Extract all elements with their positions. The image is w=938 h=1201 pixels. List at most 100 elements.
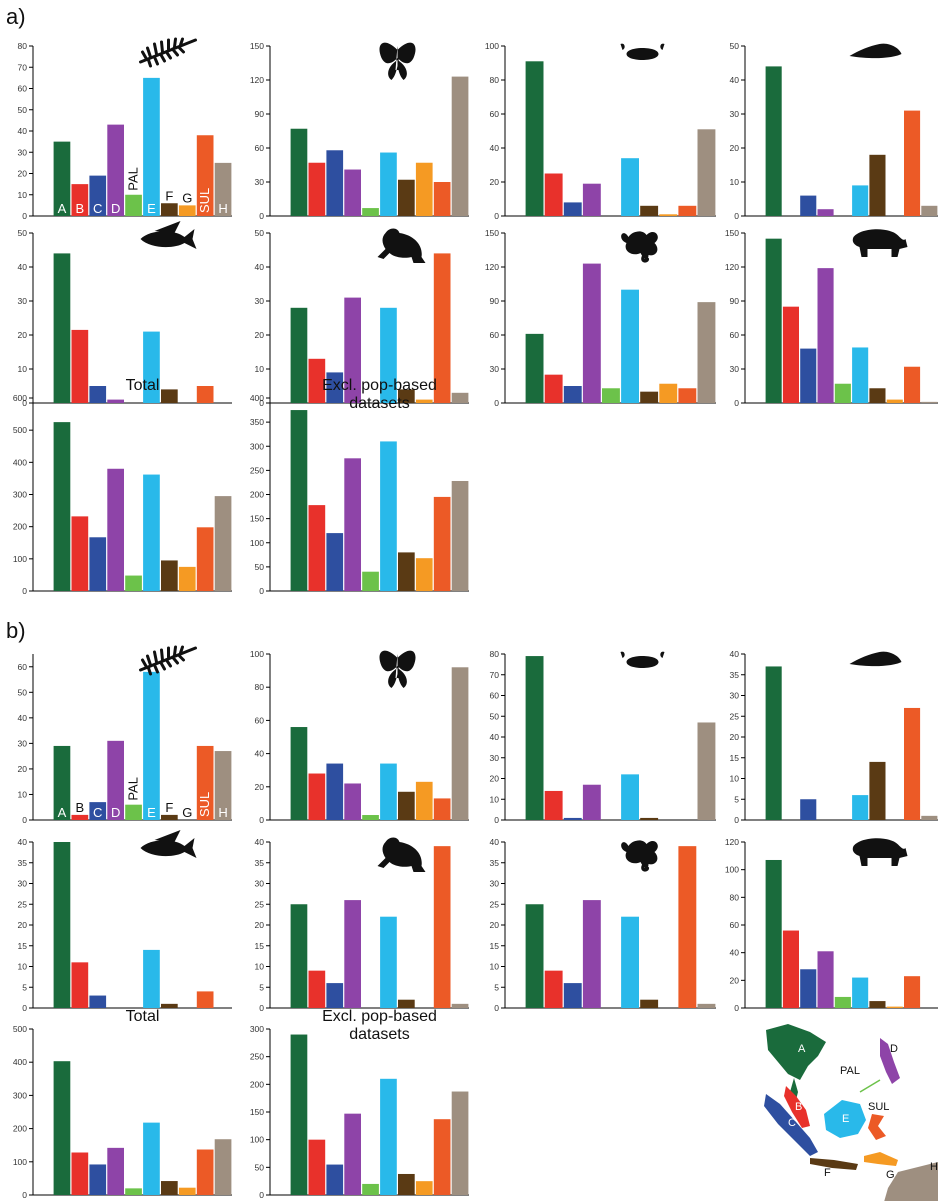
bar-d [107,740,124,820]
region-label-e: E [147,805,156,820]
y-tick-label: 0 [22,1003,27,1013]
bar-b [782,306,799,403]
bar-h [921,205,938,216]
y-tick-label: 40 [490,143,500,153]
y-tick-label: 80 [255,682,265,692]
bar-c [326,763,344,820]
bar-d [582,900,601,1008]
y-tick-label: 20 [255,330,265,340]
y-tick-label: 80 [490,75,500,85]
chart-title: Total [126,1008,160,1025]
bar-c [563,817,582,820]
y-tick-label: 0 [22,398,27,408]
bar-f [869,388,886,403]
y-tick-label: 70 [490,670,500,680]
bar-b [308,773,326,820]
y-tick-label: 0 [734,398,739,408]
bar-f [398,389,415,403]
y-tick-label: 15 [18,941,28,951]
y-tick-label: 40 [18,713,28,723]
y-tick-label: 200 [250,490,264,500]
region-label-b: B [76,201,85,216]
y-tick-label: 100 [250,649,264,659]
y-tick-label: 30 [490,364,500,374]
bar-e [380,763,397,820]
bar-sul [196,745,214,820]
y-tick-label: 200 [250,1079,264,1089]
map-label-b: B [795,1101,802,1113]
y-tick-label: 20 [490,774,500,784]
y-tick-label: 40 [255,837,265,847]
chart-a-mammal-icon: 0 30 60 90 120 150 [725,228,938,408]
bar-g [659,383,678,403]
bar-c [800,969,817,1008]
bar-g [659,214,678,216]
y-tick-label: 60 [490,691,500,701]
chart-a-bird-icon: 0 30 60 90 120 150 [485,228,716,408]
bar-f [640,391,659,403]
map-label-pal: PAL [840,1065,860,1077]
bar-f [161,203,178,216]
bar-c [89,802,107,820]
bar-c [326,372,344,403]
bar-h [451,1091,469,1195]
y-tick-label: 10 [255,364,265,374]
bar-d [107,468,124,591]
bar-c [563,202,582,216]
bar-c [89,995,107,1008]
bar-a [765,666,782,820]
y-tick-label: 300 [13,1090,27,1100]
y-tick-label: 30 [730,364,740,374]
bar-a [290,1034,308,1195]
y-tick-label: 25 [255,899,265,909]
bar-d [817,268,834,403]
y-tick-label: 300 [250,441,264,451]
bar-pal [834,383,851,403]
region-label-c: C [93,201,102,216]
y-tick-label: 10 [490,794,500,804]
y-tick-label: 40 [18,262,28,272]
bar-f [398,999,415,1008]
region-label-d: D [111,805,120,820]
bar-e [621,774,639,820]
y-tick-label: 0 [494,1003,499,1013]
map-land-H [884,1162,938,1201]
region-label-g: G [182,190,192,205]
bar-e [380,152,397,216]
map-land-A [766,1024,826,1080]
bar-c [800,195,817,216]
bar-sul [433,496,451,591]
y-tick-label: 0 [259,815,264,825]
chart-a-snail-icon: 0 10 20 30 40 50 [730,41,938,221]
bar-e [143,474,160,591]
bar-g [415,399,433,403]
bar-sul [678,205,697,216]
bar-d [107,399,124,403]
bar-c [563,386,582,403]
bar-b [71,516,89,591]
bar-c [89,175,107,216]
bar-d [582,784,601,820]
y-tick-label: 10 [730,177,740,187]
y-tick-label: 20 [255,782,265,792]
y-tick-label: 5 [734,794,739,804]
bar-h [214,1139,232,1195]
bar-b [544,374,563,403]
chart-b-excl.-pop-based-datasets: 0 50 100 150 200 250 300 Excl. pop-baseddataset… [250,1008,469,1200]
bar-h [697,302,716,403]
y-tick-label: 15 [255,941,265,951]
bar-pal [125,1188,142,1195]
bar-d [344,783,361,820]
bar-sul [433,182,451,216]
map-label-c: C [788,1117,796,1129]
bar-f [161,560,178,591]
y-tick-label: 20 [18,920,28,930]
y-tick-label: 30 [490,753,500,763]
bar-sul [196,991,214,1008]
frog-icon [377,228,426,263]
y-tick-label: 40 [255,262,265,272]
bar-e [621,289,639,403]
bar-d [582,263,601,403]
map-land-E [824,1100,866,1138]
